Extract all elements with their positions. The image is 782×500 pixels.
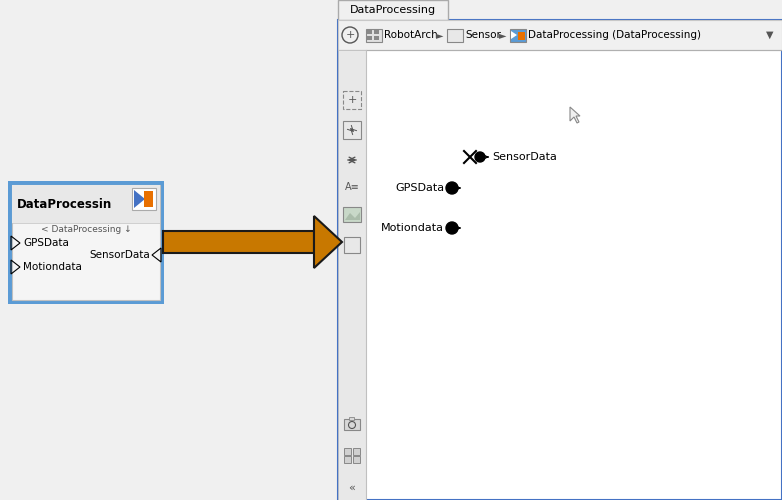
Bar bbox=[353, 456, 360, 463]
Circle shape bbox=[446, 182, 458, 194]
Polygon shape bbox=[570, 107, 580, 123]
Polygon shape bbox=[314, 216, 342, 268]
Bar bbox=[338, 20, 782, 50]
Text: «: « bbox=[349, 483, 356, 493]
Bar bbox=[366, 28, 382, 42]
Text: ►: ► bbox=[436, 30, 443, 40]
Text: DataProcessing (DataProcessing): DataProcessing (DataProcessing) bbox=[528, 30, 701, 40]
Text: ►: ► bbox=[499, 30, 507, 40]
Bar bbox=[343, 91, 361, 109]
Text: Motiondata: Motiondata bbox=[381, 223, 444, 233]
Bar bbox=[12, 185, 160, 223]
Bar bbox=[447, 29, 463, 42]
Polygon shape bbox=[134, 190, 145, 208]
Circle shape bbox=[446, 222, 458, 234]
Text: GPSData: GPSData bbox=[23, 238, 69, 248]
Text: ▼: ▼ bbox=[766, 30, 773, 40]
Text: +: + bbox=[346, 30, 355, 40]
Bar bbox=[8, 181, 164, 304]
Text: Motiondata: Motiondata bbox=[23, 262, 82, 272]
Bar bbox=[338, 20, 782, 500]
Text: A≡: A≡ bbox=[345, 182, 360, 192]
Text: DataProcessin: DataProcessin bbox=[17, 198, 113, 210]
Text: Sensor: Sensor bbox=[465, 30, 501, 40]
Bar bbox=[349, 417, 354, 420]
Polygon shape bbox=[511, 31, 517, 39]
Bar bbox=[374, 36, 379, 40]
Text: +: + bbox=[347, 95, 357, 105]
Text: GPSData: GPSData bbox=[395, 183, 444, 193]
Bar bbox=[374, 30, 379, 34]
Bar bbox=[344, 419, 360, 430]
Bar bbox=[518, 32, 525, 40]
Text: DataProcessing: DataProcessing bbox=[350, 5, 436, 15]
Bar bbox=[144, 191, 153, 207]
Bar bbox=[344, 448, 351, 455]
Text: SensorData: SensorData bbox=[492, 152, 557, 162]
Bar bbox=[343, 121, 361, 139]
Text: SensorData: SensorData bbox=[89, 250, 150, 260]
Bar bbox=[367, 30, 372, 34]
Text: RobotArch: RobotArch bbox=[384, 30, 438, 40]
Bar bbox=[12, 185, 160, 300]
Bar bbox=[163, 231, 314, 253]
Bar bbox=[510, 29, 526, 42]
Bar bbox=[343, 207, 361, 222]
Polygon shape bbox=[345, 212, 360, 220]
Bar bbox=[338, 50, 366, 500]
Circle shape bbox=[475, 152, 485, 162]
Bar bbox=[344, 456, 351, 463]
Bar bbox=[353, 448, 360, 455]
Text: < DataProcessing ↓: < DataProcessing ↓ bbox=[41, 225, 131, 234]
Bar bbox=[344, 237, 360, 253]
Bar bbox=[367, 36, 372, 40]
Bar bbox=[338, 0, 448, 20]
Bar bbox=[132, 188, 156, 210]
